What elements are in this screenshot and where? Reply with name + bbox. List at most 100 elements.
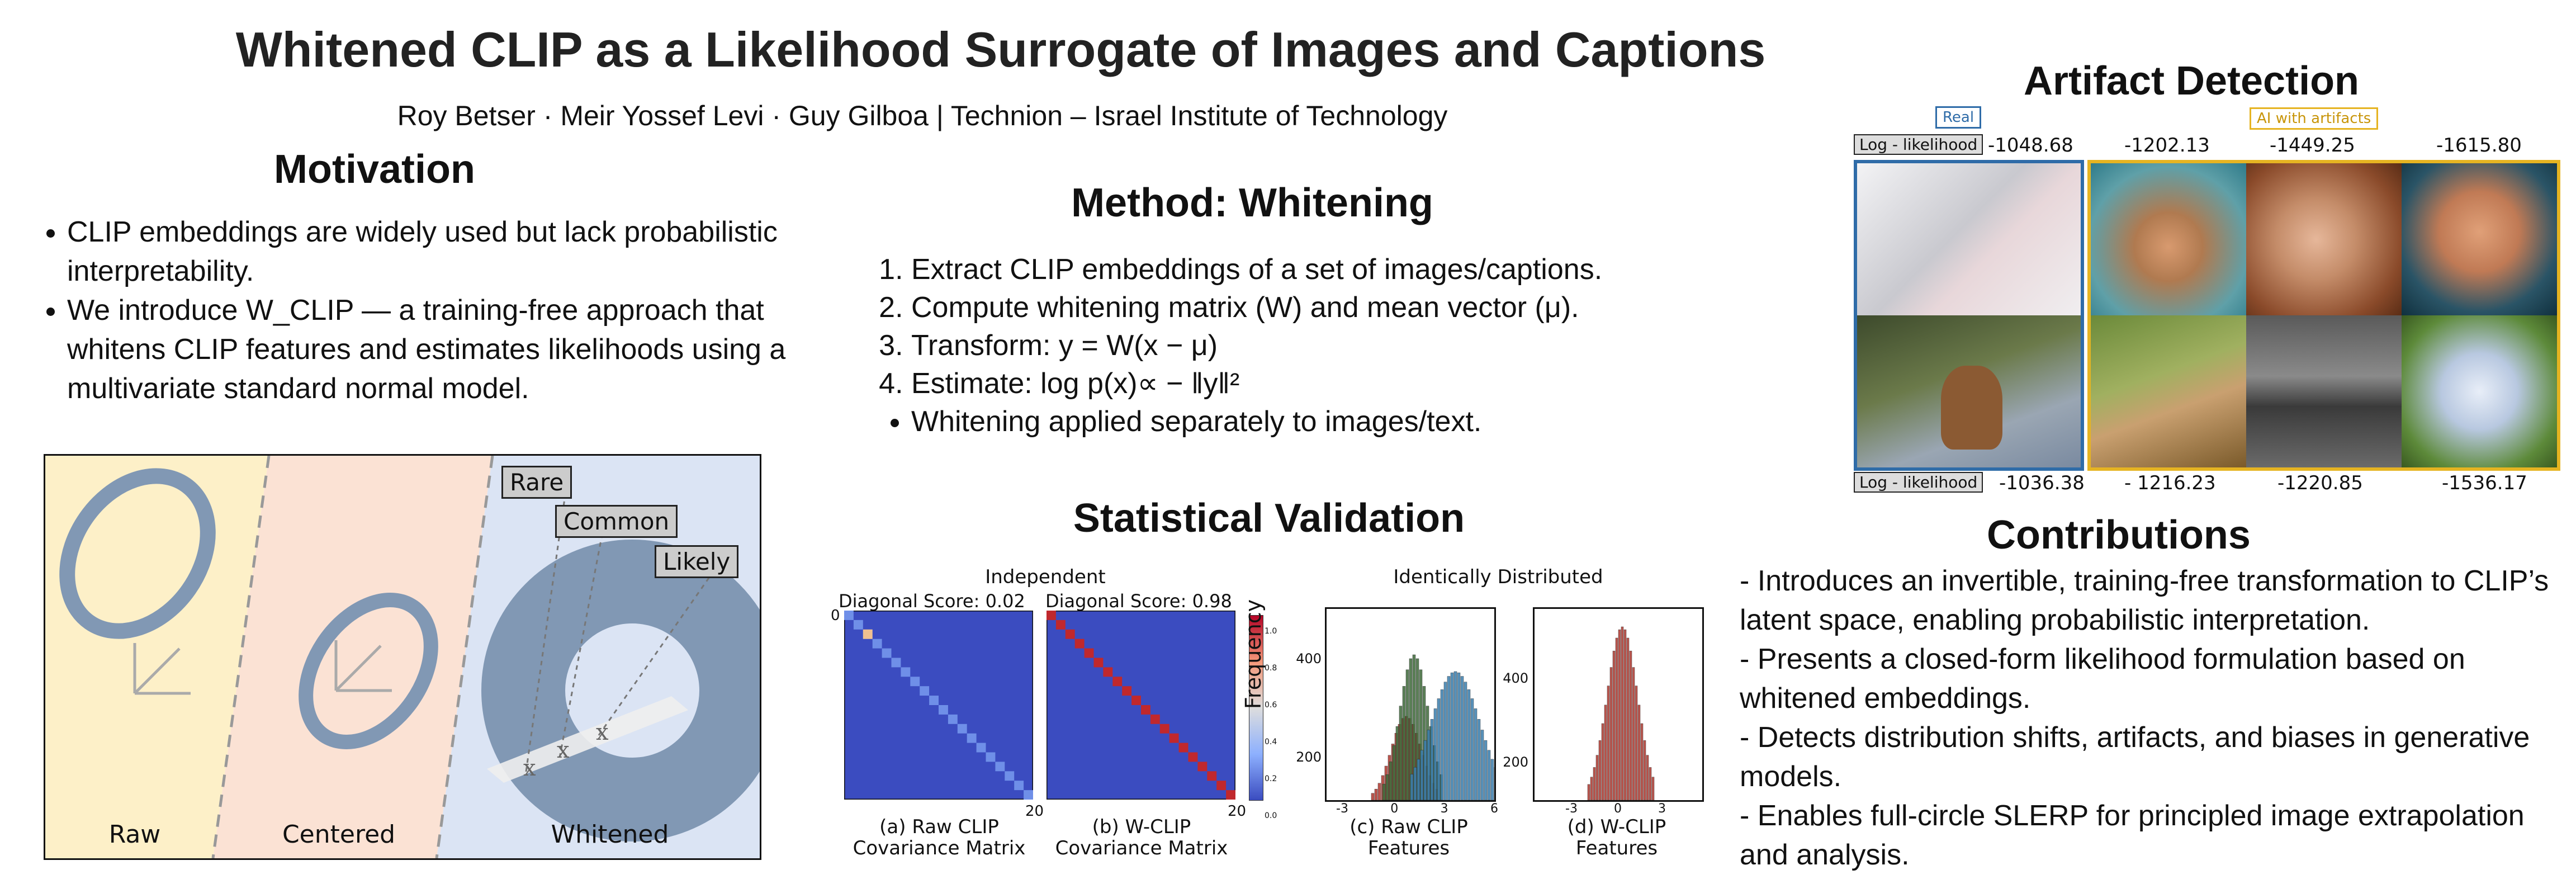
w-feature-histogram	[1533, 607, 1704, 802]
diagonal-cell	[1188, 752, 1198, 762]
ai-hands-photo-2	[2246, 163, 2402, 315]
histogram-bar	[1410, 774, 1414, 801]
histogram-bar	[1417, 759, 1420, 801]
diagonal-cell	[939, 705, 948, 715]
histogram-bar	[1437, 698, 1441, 801]
dog-photo	[1857, 315, 2081, 467]
diagonal-cell	[1169, 733, 1179, 743]
diagonal-cell	[948, 714, 958, 724]
histogram-bar	[1389, 762, 1393, 801]
diagonal-cell	[1014, 781, 1024, 791]
raw-diagonal-score: Diagonal Score: 0.02	[839, 590, 1025, 612]
histogram-bar	[1593, 767, 1596, 801]
top-score-ai-3: -1615.80	[2436, 134, 2522, 157]
diagonal-cell	[901, 667, 911, 677]
bottom-score-ai-3: -1536.17	[2442, 472, 2527, 494]
artifact-heading: Artifact Detection	[2023, 59, 2360, 103]
hist-c-xticks: -3 0 3 6	[1336, 802, 1498, 816]
histogram-bar	[1474, 708, 1478, 801]
histogram-bar	[1626, 637, 1630, 801]
raw-feature-histogram	[1325, 607, 1498, 802]
ai-dog-photo-1	[2091, 315, 2246, 467]
method-step: Compute whitening matrix (W) and mean ve…	[911, 289, 1716, 327]
diagonal-cell	[1122, 686, 1132, 696]
histogram-bar	[1464, 682, 1467, 801]
ai-hands-photo-3	[2402, 163, 2557, 315]
histogram-bar	[1601, 723, 1604, 801]
histogram-bar	[1420, 750, 1424, 801]
diagonal-cell	[1226, 790, 1235, 800]
bottom-ll-label: Log - likelihood	[1854, 472, 1983, 493]
authors-line: Roy Betser · Meir Yossef Levi · Guy Gilb…	[397, 100, 1448, 131]
histogram-bar	[1371, 793, 1375, 801]
histogram-bar	[1402, 686, 1406, 801]
artifact-image-grid	[1854, 160, 2560, 471]
histogram-bar	[1430, 719, 1434, 801]
identically-distributed-label: Identically Distributed	[1393, 566, 1603, 588]
contribution-item: - Presents a closed-form likelihood form…	[1740, 643, 2465, 715]
svg-text:x: x	[596, 720, 609, 745]
hist-d-xticks: -3 0 3	[1565, 802, 1666, 816]
method-step: Transform: y = W(x − μ)	[911, 327, 1716, 365]
diagonal-cell	[976, 743, 986, 753]
histogram-bar	[1646, 755, 1649, 801]
diagonal-cell	[844, 611, 854, 620]
raw-region	[45, 456, 269, 858]
diagonal-cell	[882, 648, 892, 658]
colorbar	[1249, 615, 1263, 801]
histogram-bar	[1640, 723, 1644, 801]
histogram-bar	[1385, 774, 1389, 801]
real-tag: Real	[1935, 106, 1982, 129]
top-ll-label: Log - likelihood	[1854, 134, 1983, 155]
centered-region	[213, 456, 493, 858]
histogram-bar	[1629, 650, 1632, 801]
diagonal-cell	[1159, 724, 1169, 734]
diagonal-cell	[1216, 781, 1227, 791]
method-note: Whitening applied separately to images/t…	[911, 403, 1716, 441]
histogram-bar	[1590, 777, 1593, 801]
histogram-bar	[1612, 650, 1616, 801]
contribution-item: - Introduces an invertible, training-fre…	[1740, 565, 2549, 636]
contributions-list: - Introduces an invertible, training-fre…	[1740, 561, 2567, 874]
hist-d-yticks: 400 200	[1503, 670, 1528, 770]
contribution-item: - Detects distribution shifts, artifacts…	[1740, 721, 2530, 793]
diagonal-cell	[910, 677, 920, 687]
whitening-illustration: x x x Rare Common Likely Raw Centered Wh…	[44, 454, 761, 860]
diagonal-cell	[1197, 762, 1208, 772]
w-matrix-svg	[1045, 609, 1237, 801]
svg-text:x: x	[557, 738, 570, 763]
diagonal-cell	[853, 620, 863, 630]
matrix-b-twenty-tick: 20	[1228, 803, 1247, 820]
motivation-bullet: We introduce W_CLIP — a training-free ap…	[67, 291, 827, 408]
histogram-bar	[1604, 705, 1607, 801]
histogram-bar	[1427, 730, 1431, 801]
method-steps: Extract CLIP embeddings of a set of imag…	[878, 250, 1716, 441]
histogram-bar	[1423, 740, 1427, 801]
histogram-bar	[1607, 686, 1610, 801]
frequency-axis-label: Frequency	[1241, 599, 1266, 710]
raw-label: Raw	[108, 820, 161, 849]
bottom-score-ai-1: - 1216.23	[2124, 472, 2216, 494]
bottom-score-real: -1036.38	[1999, 472, 2085, 494]
diagonal-cell	[1046, 611, 1056, 620]
contributions-heading: Contributions	[1987, 513, 2251, 557]
baby-hand-photo	[1857, 163, 2081, 315]
histogram-bar	[1609, 667, 1613, 801]
histogram-bar	[1457, 672, 1461, 801]
independent-label: Independent	[985, 566, 1106, 588]
caption-c: (c) Raw CLIP Features	[1349, 816, 1468, 859]
histogram-bar	[1615, 637, 1618, 801]
motivation-heading: Motivation	[274, 147, 475, 192]
top-score-ai-2: -1449.25	[2270, 134, 2355, 157]
diagonal-cell	[1055, 620, 1066, 630]
histogram-bar	[1377, 783, 1381, 801]
hist-c-yticks: 400 200	[1296, 651, 1322, 765]
histogram-bar	[1382, 783, 1386, 801]
method-heading: Method: Whitening	[1071, 181, 1433, 225]
caption-a: (a) Raw CLIP Covariance Matrix	[853, 816, 1026, 859]
bottom-score-ai-2: -1220.85	[2277, 472, 2363, 494]
top-score-ai-1: -1202.13	[2124, 134, 2210, 157]
common-callout: Common	[555, 505, 678, 538]
diagonal-cell	[1207, 771, 1217, 781]
diagonal-cell	[1141, 705, 1150, 715]
